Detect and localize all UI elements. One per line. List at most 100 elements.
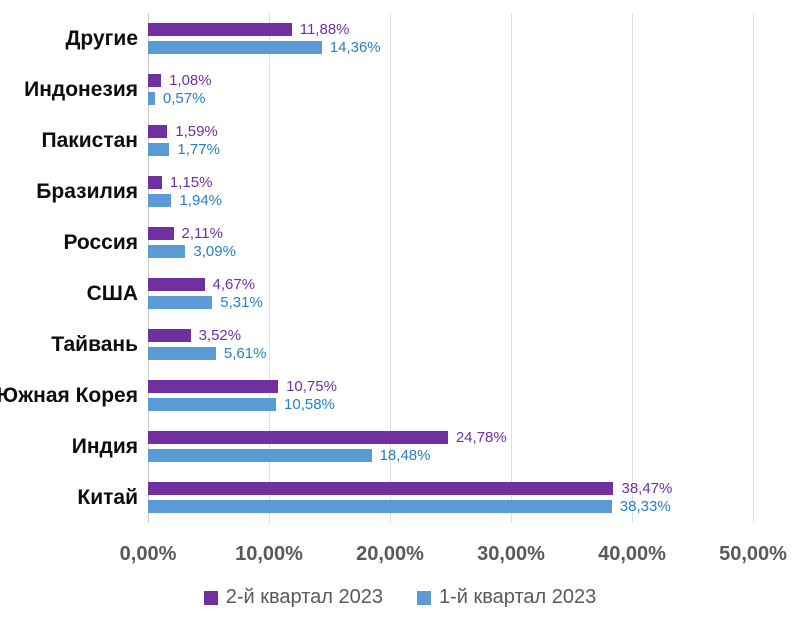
- bar-value-label: 38,33%: [619, 498, 671, 515]
- bar-value-label: 38,47%: [621, 480, 673, 497]
- bar-value-label: 10,58%: [284, 396, 335, 413]
- bar-series-1: [148, 329, 191, 342]
- bar-series-2: [148, 41, 322, 54]
- bar-series-1: [148, 23, 292, 36]
- bar-value-label: 10,75%: [286, 378, 337, 395]
- x-tick-label: 0,00%: [119, 543, 177, 565]
- bar-value-label: 11,88%: [299, 21, 350, 38]
- bar-value-label: 5,31%: [220, 294, 263, 311]
- category-label: США: [86, 281, 138, 305]
- bar-line: 1,08%: [148, 72, 753, 89]
- bar-series-2: [148, 245, 186, 258]
- gridline: [511, 13, 512, 523]
- category-axis: Другие Индонезия Пакистан Бразилия Россия США…: [0, 13, 138, 523]
- bar-value-label: 3,52%: [198, 327, 242, 344]
- x-tick-label: 40,00%: [598, 543, 666, 565]
- category-label: Пакистан: [41, 128, 138, 152]
- bar-value-label: 24,78%: [455, 429, 507, 446]
- bar-line: 5,31%: [148, 294, 753, 311]
- gridline: [390, 13, 391, 523]
- bar-value-label: 18,48%: [379, 447, 431, 464]
- bar-series-1: [148, 125, 168, 138]
- gridline: [753, 13, 754, 523]
- bar-series-1: [148, 482, 614, 495]
- legend-swatch-icon: [417, 590, 431, 605]
- bar-line: 24,78%: [148, 429, 753, 446]
- bar-series-2: [148, 296, 213, 309]
- gridline: [269, 13, 270, 523]
- bar-series-2: [148, 92, 155, 105]
- bar-row: 11,88% 14,36%: [148, 13, 753, 64]
- bar-line: 1,77%: [148, 141, 753, 158]
- bar-value-label: 1,08%: [169, 72, 212, 89]
- bar-line: 10,75%: [148, 378, 753, 395]
- bar-value-label: 3,09%: [193, 243, 236, 260]
- category-label: Индонезия: [24, 77, 138, 101]
- bar-line: 38,47%: [148, 480, 753, 497]
- value-axis: 0,00% 10,00% 20,00% 30,00% 40,00% 50,00%: [120, 543, 787, 569]
- bar-series-2: [148, 143, 170, 156]
- bar-value-label: 1,94%: [179, 192, 223, 209]
- plot-area: 11,88% 14,36% 1,08% 0,57% 1,59% 1,77% 1,15% 1,9…: [148, 13, 754, 523]
- x-tick-label: 20,00%: [356, 543, 424, 565]
- category-label: Китай: [77, 485, 138, 509]
- legend-label: 2-й квартал 2023: [225, 586, 383, 608]
- bar-rows: 11,88% 14,36% 1,08% 0,57% 1,59% 1,77% 1,15% 1,9…: [148, 13, 753, 523]
- category-label: Бразилия: [36, 179, 138, 203]
- bar-row: 38,47% 38,33%: [148, 472, 753, 523]
- legend-label: 1-й квартал 2023: [439, 586, 597, 608]
- bar-line: 2,11%: [148, 225, 753, 242]
- category-label: Тайвань: [51, 332, 138, 356]
- bar-row: 10,75% 10,58%: [148, 370, 753, 421]
- legend: 2-й квартал 2023 1-й квартал 2023: [0, 586, 800, 609]
- bar-series-1: [148, 380, 279, 393]
- bar-line: 1,94%: [148, 192, 753, 209]
- bar-row: 3,52% 5,61%: [148, 319, 753, 370]
- bar-value-label: 4,67%: [212, 276, 256, 293]
- bar-series-1: [148, 176, 162, 189]
- bar-series-1: [148, 431, 448, 444]
- bar-value-label: 1,77%: [177, 141, 220, 158]
- category-label: Россия: [63, 230, 138, 254]
- bar-line: 4,67%: [148, 276, 753, 293]
- bar-line: 14,36%: [148, 39, 753, 56]
- bar-series-1: [148, 227, 174, 240]
- bar-line: 11,88%: [148, 21, 753, 38]
- bar-line: 3,52%: [148, 327, 753, 344]
- bar-series-2: [148, 500, 612, 513]
- bar-line: 18,48%: [148, 447, 753, 464]
- legend-item: 2-й квартал 2023: [203, 586, 383, 609]
- bar-line: 1,15%: [148, 174, 753, 191]
- bar-series-2: [148, 449, 372, 462]
- bar-value-label: 0,57%: [162, 90, 206, 107]
- bar-row: 1,59% 1,77%: [148, 115, 753, 166]
- axis-line: [148, 13, 149, 523]
- bar-row: 1,08% 0,57%: [148, 64, 753, 115]
- x-tick-label: 30,00%: [477, 543, 545, 565]
- bar-series-1: [148, 74, 162, 87]
- bar-line: 38,33%: [148, 498, 753, 515]
- bar-line: 1,59%: [148, 123, 753, 140]
- category-label: Южная Корея: [0, 383, 138, 407]
- bar-value-label: 2,11%: [181, 225, 223, 242]
- bar-line: 3,09%: [148, 243, 753, 260]
- bar-series-2: [148, 194, 172, 207]
- bar-row: 1,15% 1,94%: [148, 166, 753, 217]
- bar-value-label: 1,59%: [175, 123, 218, 140]
- bar-value-label: 1,15%: [169, 174, 213, 191]
- legend-swatch-icon: [203, 590, 218, 605]
- bar-series-2: [148, 347, 216, 360]
- x-tick-label: 10,00%: [235, 543, 303, 565]
- bar-series-2: [148, 398, 277, 411]
- bar-value-label: 5,61%: [223, 345, 267, 362]
- category-label: Другие: [65, 26, 138, 50]
- bar-row: 24,78% 18,48%: [148, 421, 753, 472]
- x-tick-label: 50,00%: [719, 543, 787, 565]
- bar-value-label: 14,36%: [329, 39, 381, 56]
- bar-row: 2,11% 3,09%: [148, 217, 753, 268]
- category-label: Индия: [71, 434, 138, 458]
- bar-line: 0,57%: [148, 90, 753, 107]
- bar-series-1: [148, 278, 205, 291]
- bar-row: 4,67% 5,31%: [148, 268, 753, 319]
